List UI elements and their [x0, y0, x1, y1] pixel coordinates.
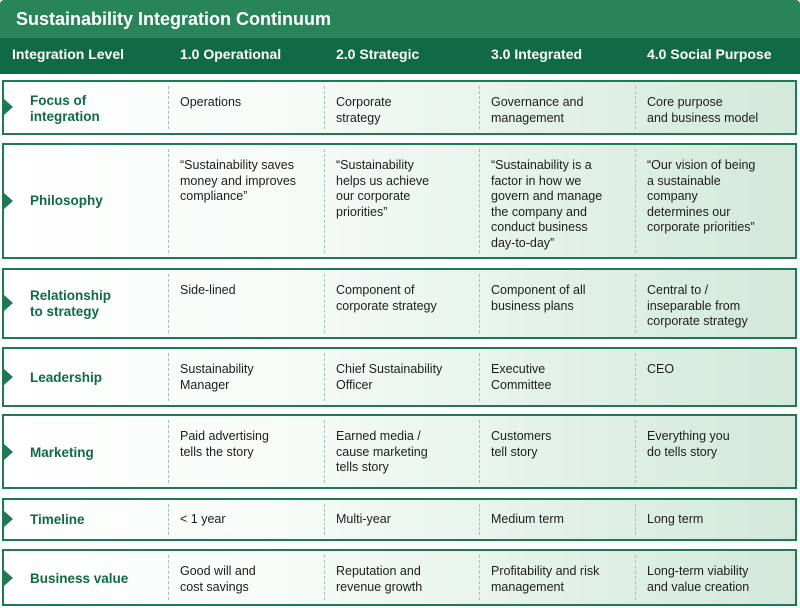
divider [168, 420, 169, 483]
divider [479, 149, 480, 253]
row-business-value: Business value Good will and cost saving… [2, 549, 797, 606]
divider [479, 420, 480, 483]
cell-strategic: Earned media / cause marketing tells sto… [336, 429, 428, 474]
arrow-icon [4, 369, 13, 385]
divider [324, 504, 325, 535]
divider [168, 353, 169, 401]
divider [168, 504, 169, 535]
arrow-icon [4, 570, 13, 586]
integration-level-header: Integration Level [12, 46, 125, 62]
cell-operational: “Sustainability saves money and improves… [180, 158, 297, 203]
row-timeline: Timeline < 1 year Multi-year Medium term… [2, 498, 797, 541]
cell-integrated: “Sustainability is a factor in how we go… [491, 158, 603, 250]
divider [635, 149, 636, 253]
cell-integrated: Medium term [491, 512, 564, 526]
cell-social-purpose: CEO [647, 362, 675, 376]
divider [635, 86, 636, 129]
divider [324, 420, 325, 483]
cell-social-purpose: Long term [647, 512, 704, 526]
row-label: Leadership [30, 370, 103, 385]
divider [168, 149, 169, 253]
cell-social-purpose: Central to / inseparable from corporate … [647, 283, 748, 328]
divider [635, 555, 636, 600]
column-header-strategic: 2.0 Strategic [336, 46, 420, 62]
header-row: Integration Level 1.0 Operational 2.0 St… [0, 38, 800, 74]
divider [324, 149, 325, 253]
cell-strategic: Chief Sustainability Officer [336, 362, 443, 392]
row-philosophy: Philosophy “Sustainability saves money a… [2, 143, 797, 259]
row-label: Relationship to strategy [30, 288, 112, 319]
cell-social-purpose: Long-term viability and value creation [647, 564, 750, 594]
cell-social-purpose: Everything you do tells story [647, 429, 730, 459]
divider [479, 353, 480, 401]
divider [479, 86, 480, 129]
divider [168, 555, 169, 600]
divider [479, 504, 480, 535]
cell-operational: Good will and cost savings [180, 564, 256, 594]
cell-operational: Side-lined [180, 283, 236, 297]
cell-integrated: Governance and management [491, 95, 584, 125]
cell-strategic: Corporate strategy [336, 95, 392, 125]
row-label: Business value [30, 571, 129, 586]
divider [635, 274, 636, 333]
cell-operational: < 1 year [180, 512, 226, 526]
arrow-icon [4, 444, 13, 460]
row-relationship-to-strategy: Relationship to strategy Side-lined Comp… [2, 268, 797, 339]
divider [635, 504, 636, 535]
cell-strategic: Component of corporate strategy [336, 283, 437, 313]
divider [635, 420, 636, 483]
divider [168, 86, 169, 129]
cell-strategic: Multi-year [336, 512, 391, 526]
column-header-integrated: 3.0 Integrated [491, 46, 583, 62]
cell-social-purpose: Core purpose and business model [647, 95, 759, 125]
divider [635, 353, 636, 401]
divider [324, 274, 325, 333]
cell-operational: Sustainability Manager [180, 362, 254, 392]
row-leadership: Leadership Sustainability Manager Chief … [2, 347, 797, 407]
divider [479, 274, 480, 333]
divider [324, 86, 325, 129]
cell-strategic: Reputation and revenue growth [336, 564, 423, 594]
divider [324, 353, 325, 401]
divider [168, 274, 169, 333]
arrow-icon [4, 511, 13, 527]
cell-strategic: “Sustainability helps us achieve our cor… [336, 158, 430, 219]
row-label: Philosophy [30, 193, 103, 208]
diagram-title: Sustainability Integration Continuum [0, 0, 800, 38]
cell-integrated: Executive Committee [491, 362, 552, 392]
divider [324, 555, 325, 600]
cell-integrated: Component of all business plans [491, 283, 586, 313]
cell-social-purpose: “Our vision of being a sustainable compa… [647, 158, 756, 234]
arrow-icon [4, 99, 13, 115]
cell-integrated: Profitability and risk management [491, 564, 600, 594]
row-marketing: Marketing Paid advertising tells the sto… [2, 414, 797, 489]
arrow-icon [4, 295, 13, 311]
cell-operational: Operations [180, 95, 242, 109]
row-focus-of-integration: Focus of integration Operations Corporat… [2, 80, 797, 135]
cell-integrated: Customers tell story [491, 429, 552, 459]
cell-operational: Paid advertising tells the story [180, 429, 269, 459]
column-header-operational: 1.0 Operational [180, 46, 282, 62]
row-label: Marketing [30, 445, 94, 460]
row-label: Focus of integration [30, 93, 100, 124]
column-header-social-purpose: 4.0 Social Purpose [647, 46, 772, 62]
row-label: Timeline [30, 512, 85, 527]
arrow-icon [4, 193, 13, 209]
divider [479, 555, 480, 600]
